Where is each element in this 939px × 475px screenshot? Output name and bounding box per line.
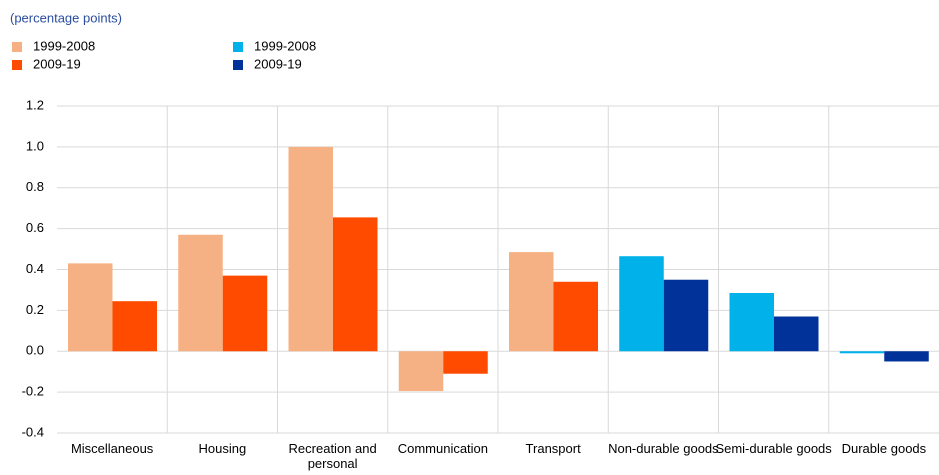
bar [663, 279, 709, 352]
y-tick-label: 0.8 [26, 179, 44, 194]
x-tick-label: Non-durable goods [608, 441, 719, 456]
bar [68, 263, 113, 352]
bar [884, 351, 929, 362]
bar [553, 281, 598, 352]
bar [333, 217, 378, 352]
x-tick-label: Miscellaneous [70, 441, 154, 456]
bar [509, 252, 554, 352]
bar [222, 275, 268, 352]
y-tick-label: -0.4 [22, 424, 44, 439]
bar [774, 316, 819, 352]
y-tick-label: 0.6 [26, 220, 44, 235]
legend-swatch [12, 42, 22, 52]
bar [839, 351, 885, 354]
legend-swatch [233, 60, 243, 70]
legend-label: 1999-2008 [254, 38, 316, 53]
chart-subtitle: (percentage points) [10, 10, 122, 25]
x-tick-label: Semi-durable goods [715, 441, 832, 456]
y-tick-label: 1.0 [26, 138, 44, 153]
y-tick-label: 0.0 [26, 343, 44, 358]
y-tick-label: 0.4 [26, 261, 44, 276]
bar [178, 234, 223, 352]
legend-label: 2009-19 [33, 56, 81, 71]
bar [443, 351, 488, 374]
y-tick-label: 0.2 [26, 302, 44, 317]
x-tick-label: Housing [198, 441, 247, 456]
legend-swatch [233, 42, 243, 52]
legend-label: 1999-2008 [33, 38, 95, 53]
x-tick-label: Durable goods [841, 441, 927, 456]
bar [398, 351, 444, 392]
bar [112, 301, 157, 352]
x-tick-label: Recreation and personal [288, 441, 377, 471]
legend-swatch [12, 60, 22, 70]
bar [729, 293, 774, 352]
bar [619, 256, 664, 352]
bar [288, 146, 333, 352]
y-tick-label: -0.2 [22, 384, 44, 399]
x-tick-label: Transport [525, 441, 581, 456]
legend-label: 2009-19 [254, 56, 302, 71]
x-tick-label: Communication [397, 441, 489, 456]
y-tick-label: 1.2 [26, 97, 44, 112]
